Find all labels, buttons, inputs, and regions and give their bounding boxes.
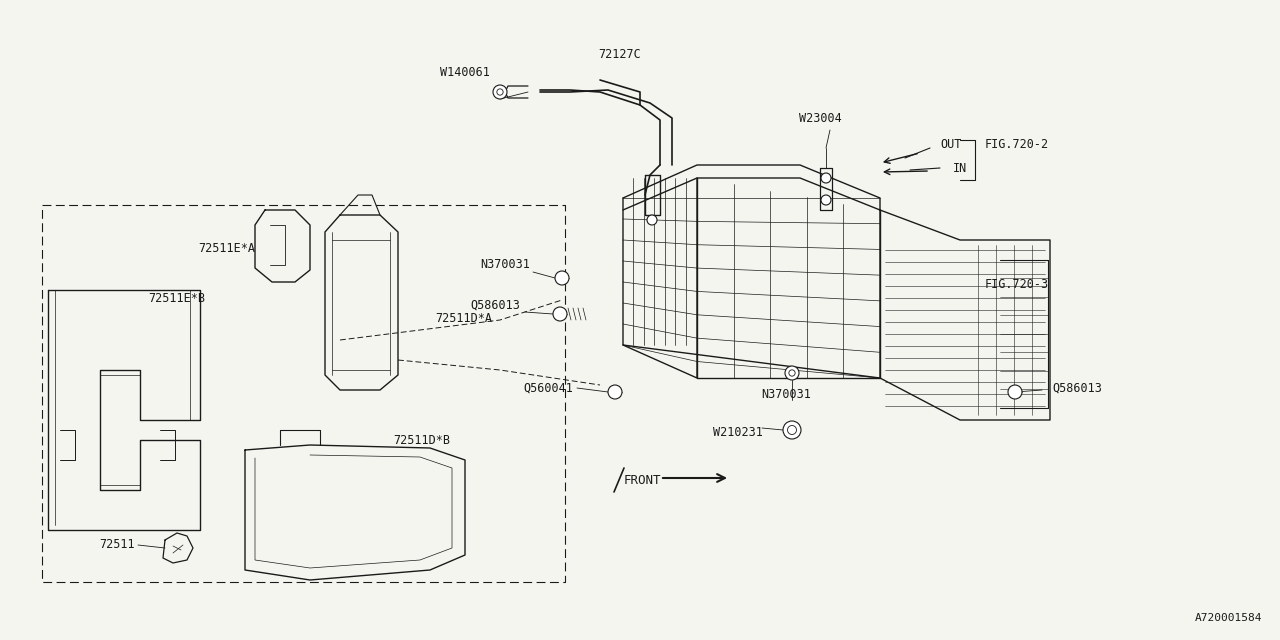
Text: W140061: W140061 — [440, 65, 490, 79]
Text: 72511E*B: 72511E*B — [148, 291, 205, 305]
Circle shape — [553, 307, 567, 321]
Circle shape — [787, 426, 796, 435]
Text: 72511E*A: 72511E*A — [198, 241, 255, 255]
Text: FRONT: FRONT — [625, 474, 662, 486]
Text: 72127C: 72127C — [599, 49, 641, 61]
Text: Q586013: Q586013 — [1052, 381, 1102, 394]
Text: W210231: W210231 — [713, 426, 763, 438]
Text: 72511D*B: 72511D*B — [393, 433, 451, 447]
Circle shape — [608, 385, 622, 399]
Text: OUT: OUT — [940, 138, 961, 152]
Text: FIG.720-3: FIG.720-3 — [986, 278, 1050, 291]
Circle shape — [785, 366, 799, 380]
Text: Q586013: Q586013 — [470, 298, 520, 312]
Circle shape — [646, 215, 657, 225]
Circle shape — [556, 271, 570, 285]
Circle shape — [820, 173, 831, 183]
Text: 72511: 72511 — [100, 538, 134, 552]
Circle shape — [1009, 385, 1021, 399]
Text: A720001584: A720001584 — [1194, 613, 1262, 623]
Text: N370031: N370031 — [480, 259, 530, 271]
Text: N370031: N370031 — [762, 388, 812, 401]
Text: Q560041: Q560041 — [524, 381, 573, 394]
Text: FIG.720-2: FIG.720-2 — [986, 138, 1050, 152]
Text: W23004: W23004 — [799, 111, 841, 125]
Text: IN: IN — [954, 161, 968, 175]
Circle shape — [493, 85, 507, 99]
Circle shape — [783, 421, 801, 439]
Circle shape — [820, 195, 831, 205]
Text: 72511D*A: 72511D*A — [435, 312, 492, 324]
